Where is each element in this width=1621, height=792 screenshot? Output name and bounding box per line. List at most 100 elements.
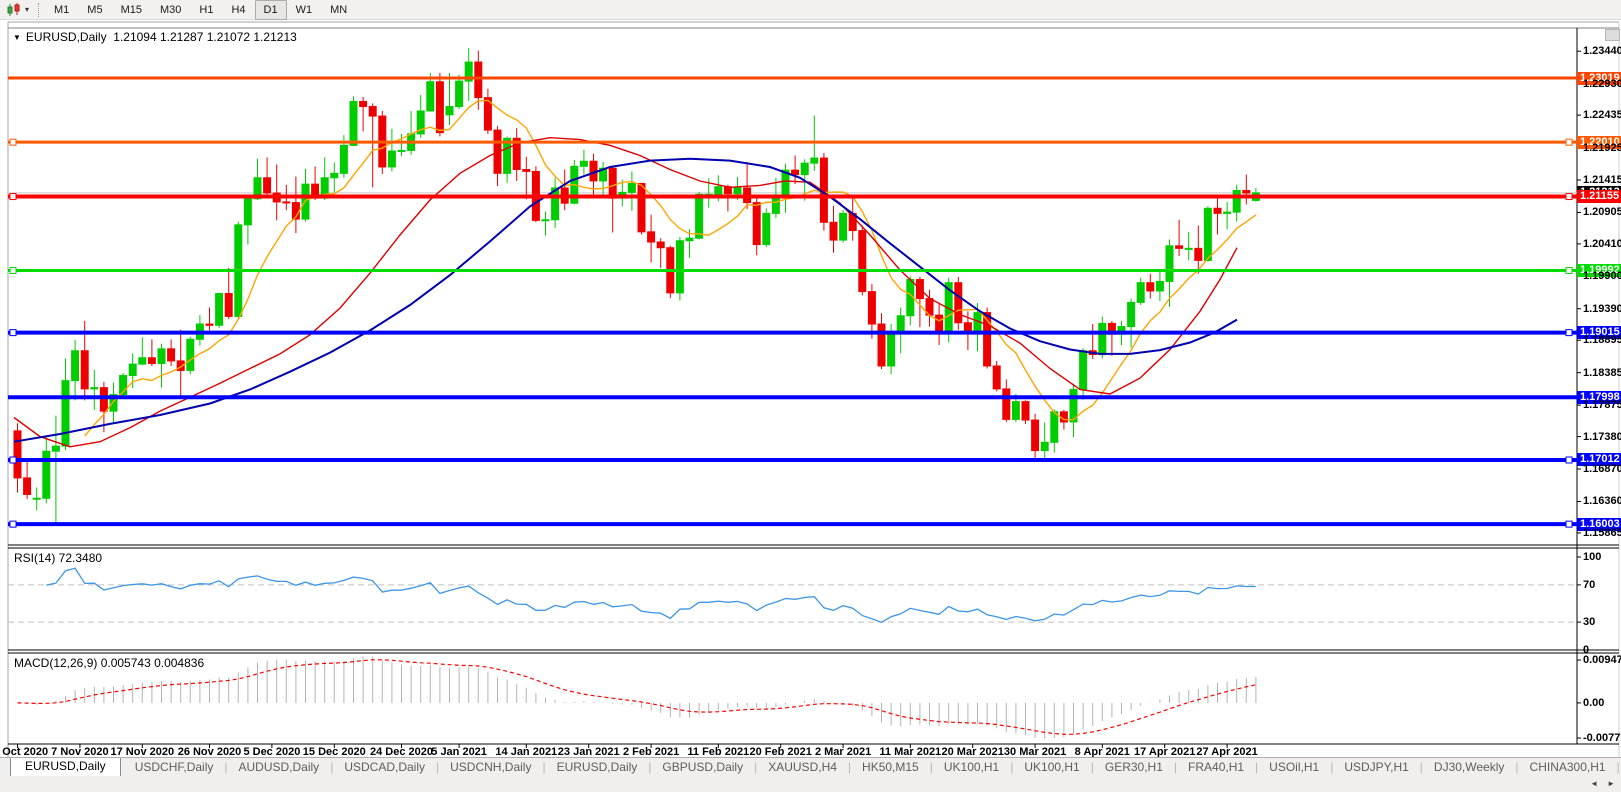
timeframe-button-m1[interactable]: M1 [54,3,70,16]
line-handle[interactable] [9,456,17,464]
scroll-right-icon[interactable]: ► [1607,779,1615,788]
tab-scroll-arrows: ◄ ► [1587,778,1618,789]
macd-histogram [26,656,1257,740]
tab-usdjpy-h1[interactable]: USDJPY,H1 [1344,760,1409,774]
tab-separator: | [224,760,228,774]
timeframe-button-h1[interactable]: H1 [199,3,214,16]
date-tick-label: 15 Dec 2020 [302,746,366,758]
candle [637,182,646,233]
candle [176,360,185,371]
date-tick-label: 11 Mar 2021 [879,746,942,758]
candle [263,177,272,194]
candle [1050,411,1059,443]
candle [128,363,137,377]
line-handle[interactable] [9,329,17,337]
timeframe-button-m15[interactable]: M15 [120,3,142,16]
line-handle[interactable] [9,266,17,274]
date-tick-label: 30 Mar 2021 [1003,746,1067,758]
line-handle[interactable] [9,193,17,201]
candle [359,100,368,108]
candle [512,137,521,171]
candle [579,160,588,167]
candle [1203,207,1212,261]
timeframe-button-m5[interactable]: M5 [87,3,103,16]
line-handle[interactable] [9,138,17,146]
tab-separator: | [1255,760,1259,774]
candle [1079,350,1088,391]
price-tick-label: 1.16360 [1583,495,1621,508]
collapse-icon[interactable]: ▼ [13,33,21,42]
timeframe-toolbar: M1 M5 M15 M30 H1 H4 D1 W1 MN [45,0,356,20]
scroll-left-icon[interactable]: ◄ [1590,779,1599,788]
candle [464,61,473,82]
tab-separator: | [648,760,652,774]
rsi-scale-label: 0 [1583,644,1590,656]
candle [695,193,704,239]
candle [90,387,99,390]
line-handle[interactable] [1565,266,1573,274]
tab-gbpusd-daily[interactable]: GBPUSD,Daily [662,760,744,774]
candle [349,100,358,146]
ma-slow-line [13,157,1238,443]
tab-uk100-h1[interactable]: UK100,H1 [1024,760,1080,774]
tab-dj30-weekly[interactable]: DJ30,Weekly [1433,760,1505,774]
status-bar [0,776,1621,792]
chart-type-button[interactable]: ▾ [2,1,33,19]
tab-usdchf-daily[interactable]: USDCHF,Daily [134,760,214,774]
timeframe-button-w1[interactable]: W1 [295,3,313,16]
tab-fra40-h1[interactable]: FRA40,H1 [1188,760,1245,774]
line-handle[interactable] [1565,456,1573,464]
tab-usdcnh-daily[interactable]: USDCNH,Daily [450,760,532,774]
tab-separator: | [1173,760,1178,774]
timeframe-button-d1[interactable]: D1 [254,0,287,20]
candle [42,450,51,499]
candle [1098,322,1107,356]
date-tick-label: 17 Apr 2021 [1134,746,1196,758]
candle [867,291,876,325]
hline-price-label: 1.17998 [1577,390,1621,404]
line-handle[interactable] [9,520,17,528]
candle [1184,247,1193,250]
candle [983,312,992,367]
timeframe-button-mn[interactable]: MN [330,3,348,16]
price-tick-label: 1.19390 [1583,302,1621,315]
candle [858,230,867,293]
candle [1069,389,1078,423]
chevron-down-icon: ▾ [25,5,30,14]
line-handle[interactable] [1565,329,1573,337]
candle [71,350,80,382]
candle [992,365,1001,390]
line-handle[interactable] [1565,193,1573,201]
candle [800,162,809,176]
tab-audusd-daily[interactable]: AUDUSD,Daily [238,760,320,774]
timeframe-button-h4[interactable]: H4 [231,3,246,16]
macd-scale-label: 0.009478 [1583,654,1621,667]
line-handle[interactable] [1565,520,1573,528]
candle [397,149,406,152]
candle [1232,189,1241,213]
candle [224,293,233,317]
tab-xauusd-h4[interactable]: XAUUSD,H4 [768,760,837,774]
tab-hk50-m15[interactable]: HK50,M15 [862,760,919,774]
candle [647,231,656,243]
tab-eurusd-daily[interactable]: EURUSD,Daily [10,758,121,776]
candle [474,61,483,99]
candle [877,323,886,367]
tab-ger30-h1[interactable]: GER30,H1 [1104,760,1163,774]
tab-usoil-h1[interactable]: USOil,H1 [1269,760,1320,774]
tab-china300-h1[interactable]: CHINA300,H1 [1529,760,1606,774]
line-handle[interactable] [1565,138,1573,146]
candle [685,237,694,242]
tab-usdcad-daily[interactable]: USDCAD,Daily [344,760,425,774]
timeframe-button-m30[interactable]: M30 [159,3,182,16]
tab-eurusd-daily[interactable]: EURUSD,Daily [556,760,638,774]
date-tick-label: 17 Nov 2020 [110,746,175,758]
tab-uk100-h1[interactable]: UK100,H1 [943,760,1000,774]
candle [675,240,684,294]
hline-price-label: 1.19992 [1577,263,1621,277]
date-tick-label: 29 Oct 2020 [0,746,49,758]
hline-price-label: 1.19015 [1577,326,1621,340]
scrollbar-thumb[interactable] [1605,29,1620,41]
ma-medium-line [13,136,1238,448]
